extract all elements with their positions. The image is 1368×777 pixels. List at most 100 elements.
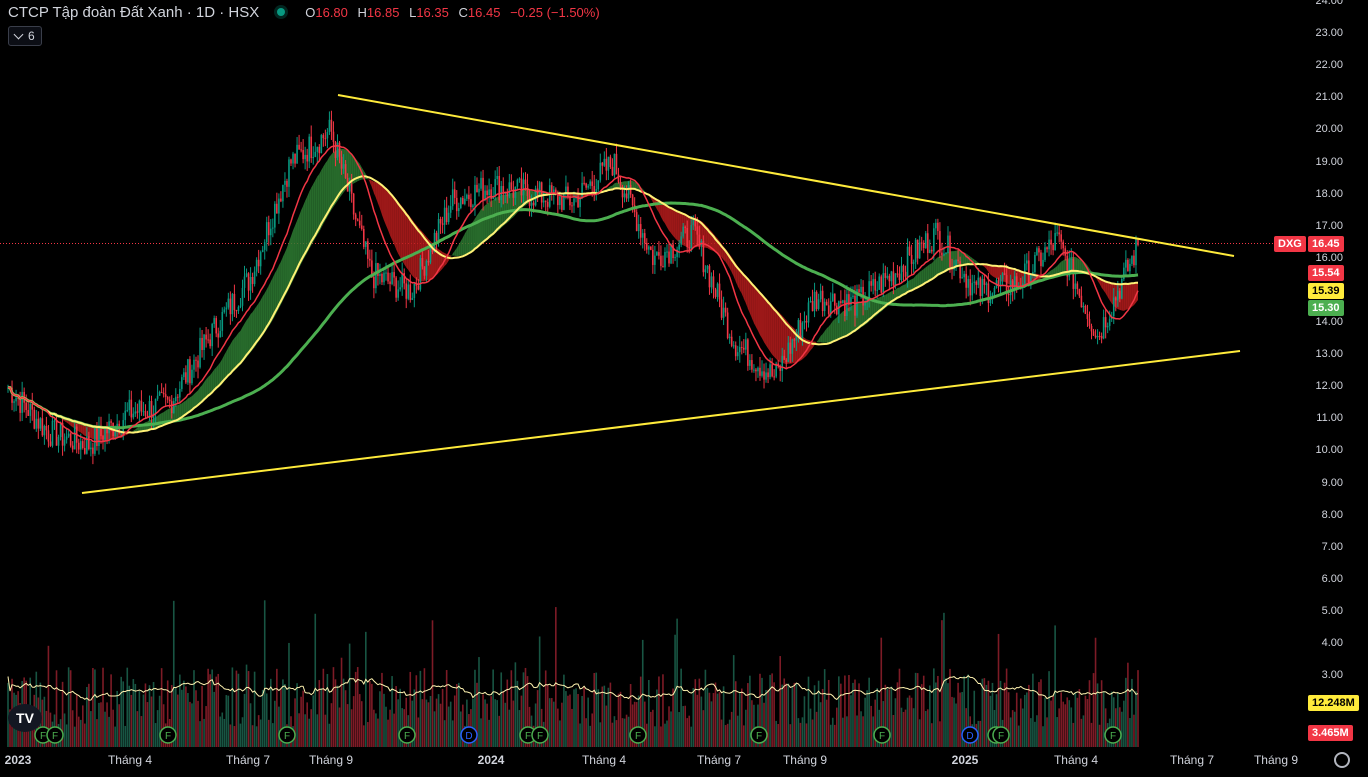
candle-body <box>636 212 638 231</box>
candle-body <box>448 213 450 222</box>
event-marker: F <box>532 727 548 743</box>
tradingview-logo-icon[interactable]: TV <box>8 704 42 732</box>
candle-body <box>341 157 343 169</box>
candle-body <box>1040 252 1042 266</box>
volume-bar <box>310 709 312 747</box>
candle-body <box>618 174 620 182</box>
volume-bar <box>583 686 585 747</box>
volume-bar <box>660 726 662 747</box>
volume-bar <box>729 720 731 747</box>
candle-body <box>244 277 246 288</box>
candle-body <box>998 280 1000 285</box>
volume-bar <box>854 680 856 747</box>
volume-bar <box>1014 712 1016 747</box>
volume-bar <box>1133 715 1135 747</box>
lower-trendline[interactable] <box>82 351 1240 493</box>
candle-body <box>199 338 201 367</box>
volume-bar <box>102 668 104 747</box>
volume-bar <box>114 727 116 747</box>
candle-body <box>163 393 165 394</box>
candle-body <box>232 294 234 314</box>
cloud-segment <box>823 331 825 343</box>
volume-bar <box>1121 712 1123 747</box>
candle-body <box>36 419 38 429</box>
cloud-segment <box>483 205 485 243</box>
cloud-segment <box>819 336 821 342</box>
candle-body <box>531 203 533 206</box>
candle-body <box>240 306 242 307</box>
candle-body <box>842 300 844 303</box>
candle-body <box>820 291 822 299</box>
candle-body <box>72 446 74 450</box>
candle-body <box>798 320 800 336</box>
volume-bar <box>836 708 838 747</box>
volume-bar <box>205 706 207 747</box>
volume-bar <box>440 704 442 747</box>
candle-body <box>31 404 33 410</box>
gear-icon[interactable] <box>1334 752 1350 768</box>
candle-body <box>984 279 986 285</box>
cloud-segment <box>465 230 467 254</box>
candle-body <box>899 274 901 280</box>
ma-green-line <box>8 203 1138 428</box>
cloud-segment <box>376 182 378 203</box>
cloud-segment <box>481 208 483 245</box>
candle-body <box>1048 240 1050 250</box>
volume-bar <box>980 721 982 747</box>
cloud-segment <box>242 324 244 363</box>
volume-bar <box>337 686 339 747</box>
cloud-segment <box>1075 257 1077 272</box>
volume-bar <box>838 676 840 747</box>
candle-body <box>1105 317 1107 327</box>
symbol-title[interactable]: CTCP Tập đoàn Đất Xanh · 1D · HSX <box>8 4 259 21</box>
last-price-tag: 16.45 <box>1308 236 1344 252</box>
volume-bar <box>1075 693 1077 747</box>
indicators-toggle-button[interactable]: 6 <box>8 26 42 46</box>
volume-bar <box>688 716 690 747</box>
price-tick-label: 11.00 <box>1316 412 1343 424</box>
time-tick-label: Tháng 7 <box>697 753 741 767</box>
candle-body <box>201 338 203 350</box>
time-tick-label: Tháng 4 <box>108 753 152 767</box>
candle-body <box>640 224 642 238</box>
candle-body <box>230 299 232 315</box>
cloud-segment <box>325 160 327 220</box>
volume-bar <box>252 725 254 747</box>
volume-bar <box>302 691 304 747</box>
volume-ma-tag: 12.248M <box>1308 695 1359 711</box>
volume-bar <box>361 701 363 747</box>
volume-bar <box>78 717 80 747</box>
volume-bar <box>927 709 929 747</box>
volume-bar <box>116 691 118 747</box>
volume-bar <box>133 679 135 747</box>
volume-bar <box>587 698 589 747</box>
candle-body <box>624 193 626 197</box>
candle-body <box>282 185 284 201</box>
cloud-segment <box>673 209 675 238</box>
volume-bar <box>941 620 943 747</box>
volume-bar <box>428 702 430 747</box>
candle-body <box>549 185 551 207</box>
volume-bar <box>490 696 492 747</box>
candle-body <box>1052 245 1054 250</box>
volume-bar <box>571 709 573 747</box>
volume-bar <box>365 632 367 747</box>
candle-body <box>290 159 292 163</box>
cloud-segment <box>384 187 386 225</box>
candle-body <box>941 253 943 256</box>
candle-body <box>294 154 296 164</box>
cloud-segment <box>313 180 315 242</box>
cloud-segment <box>667 205 669 230</box>
candle-body <box>547 202 549 207</box>
volume-bar <box>323 669 325 747</box>
candle-body <box>519 179 521 180</box>
candle-body <box>171 401 173 413</box>
cloud-segment <box>232 338 234 372</box>
cloud-segment <box>467 227 469 254</box>
candle-body <box>131 400 133 418</box>
volume-bar <box>569 695 571 747</box>
candle-body <box>741 347 743 348</box>
volume-bar <box>502 691 504 747</box>
